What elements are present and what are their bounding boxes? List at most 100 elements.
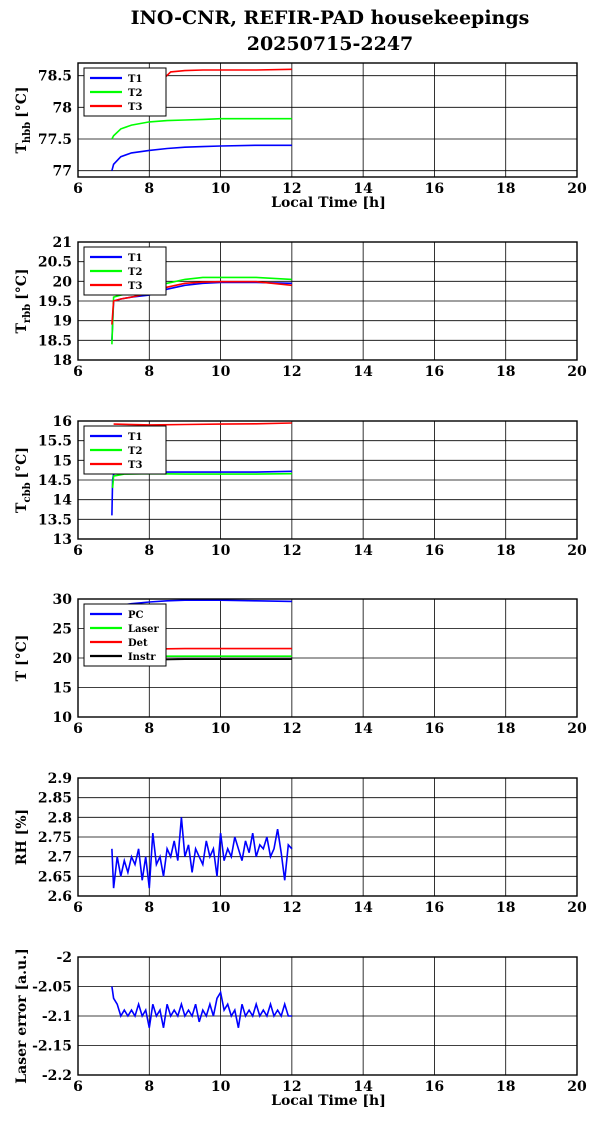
y-tick-label: 2.6	[48, 889, 72, 905]
legend: PC Laser Det Instr	[83, 603, 167, 667]
y-tick-label: 14.5	[38, 473, 72, 489]
x-tick-label: 14	[353, 1079, 373, 1095]
y-tick-label: 2.85	[38, 791, 72, 807]
series-line-data	[111, 986, 292, 1028]
y-tick-label: 13	[53, 532, 72, 548]
y-axis-label-unit: [°C]	[14, 86, 30, 117]
figure-title-line1: INO-CNR, REFIR-PAD housekeepings	[131, 7, 530, 29]
x-tick-label: 20	[567, 721, 587, 737]
legend: T1 T2 T3	[83, 425, 167, 475]
y-tick-label: 20	[53, 651, 73, 667]
plot-frame	[77, 62, 578, 178]
y-tick-label: 19.5	[38, 294, 72, 310]
plot-frame	[77, 420, 578, 540]
y-tick-label: 30	[53, 592, 73, 608]
x-tick-label: 14	[353, 900, 373, 916]
x-axis-label: Local Time [h]	[271, 1093, 386, 1109]
x-tick-label: 16	[425, 1079, 444, 1095]
legend: T1 T2 T3	[83, 67, 167, 117]
panel-2: 6 8 10 12 14 16 18 20 18 18.5 19 19.5 20 20.5 21 Trbb [°…	[14, 235, 587, 380]
x-tick-label: 8	[144, 364, 154, 380]
x-tick-label: 18	[496, 900, 515, 916]
x-tick-label: 6	[73, 900, 83, 916]
legend-label: T3	[128, 460, 142, 471]
panel-5: 6 8 10 12 14 16 18 20 2.6 2.65 2.7 2.75 2.8 2.85 2.9 RH…	[14, 771, 587, 916]
x-axis-label: Local Time [h]	[271, 195, 386, 211]
y-tick-label: 10	[53, 710, 73, 726]
x-tick-label: 6	[73, 181, 83, 197]
x-tick-label: 18	[496, 543, 515, 559]
y-tick-label: -2.15	[32, 1039, 72, 1055]
y-tick-label: -2.05	[32, 980, 72, 996]
y-tick-label: 15.5	[38, 434, 72, 450]
x-tick-label: 16	[425, 900, 444, 916]
x-tick-label: 10	[211, 721, 231, 737]
y-tick-label: 25	[53, 622, 72, 638]
series-line-t1	[111, 144, 292, 171]
x-tick-label: 16	[425, 543, 444, 559]
legend-label: Det	[128, 638, 148, 649]
x-tick-label: 6	[73, 1079, 83, 1095]
x-tick-label: 14	[353, 181, 373, 197]
x-tick-label: 18	[496, 721, 515, 737]
x-tick-label: 8	[144, 543, 154, 559]
y-tick-label: 21	[53, 235, 72, 251]
plot-frame	[77, 598, 578, 718]
plot-frame	[77, 777, 578, 897]
y-axis-label-unit: [°C]	[14, 447, 30, 478]
y-tick-label: 14	[53, 493, 73, 509]
x-tick-label: 8	[144, 181, 154, 197]
legend: T1 T2 T3	[83, 246, 167, 296]
panel-3: 6 8 10 12 14 16 18 20 13 13.5 14 14.5 15 15.5 16 Tcbb [°…	[14, 414, 587, 559]
y-tick-label: 19	[53, 314, 72, 330]
y-tick-label: 20	[53, 274, 73, 290]
legend-label: T2	[128, 88, 142, 99]
y-axis-label-unit: [°C]	[14, 268, 30, 299]
y-tick-label: 77.5	[38, 132, 72, 148]
series-line-t2	[111, 117, 292, 140]
y-axis-label-main: Laser error [a.u.]	[14, 948, 30, 1083]
y-tick-label: 2.9	[48, 771, 72, 787]
y-tick-label: 15	[53, 453, 72, 469]
y-axis-label: RH [%]	[14, 809, 30, 865]
series-line-t3	[145, 68, 292, 80]
y-axis-label-main: T	[14, 502, 30, 513]
panel-6: 6 8 10 12 14 16 18 20 -2.2 -2.15 -2.1 -2.05 -2 Local …	[14, 948, 587, 1109]
y-tick-label: 13.5	[38, 512, 72, 528]
y-tick-label: 2.7	[48, 850, 72, 866]
x-tick-label: 12	[282, 543, 301, 559]
legend-label: T3	[128, 281, 142, 292]
legend-label: Instr	[128, 652, 156, 663]
series-line-t3	[113, 422, 292, 426]
legend-label: PC	[128, 610, 144, 621]
x-tick-label: 10	[211, 364, 231, 380]
y-tick-label: -2.1	[42, 1009, 72, 1025]
y-tick-label: 78	[53, 100, 72, 116]
panel-1: 6 8 10 12 14 16 18 20 77 77.5 78 78.5 Local Time [h]…	[14, 62, 587, 211]
legend-label: T3	[128, 102, 142, 113]
x-tick-label: 20	[567, 364, 587, 380]
x-tick-label: 10	[211, 1079, 231, 1095]
y-tick-label: 18	[53, 353, 72, 369]
legend-box	[83, 67, 167, 117]
x-tick-label: 16	[425, 181, 444, 197]
x-tick-label: 8	[144, 900, 154, 916]
x-tick-label: 16	[425, 364, 444, 380]
y-tick-label: -2	[56, 950, 72, 966]
x-tick-label: 16	[425, 721, 444, 737]
legend-label: Laser	[128, 624, 160, 635]
legend-label: T2	[128, 267, 142, 278]
legend-label: T1	[128, 432, 142, 443]
y-tick-label: -2.2	[42, 1068, 72, 1084]
series-line-pc	[113, 599, 292, 607]
x-tick-label: 8	[144, 1079, 154, 1095]
x-tick-label: 6	[73, 364, 83, 380]
series-line-t3	[111, 280, 292, 325]
y-tick-label: 78.5	[38, 69, 72, 85]
y-axis-label-main: T	[14, 143, 30, 154]
figure-title-line2: 20250715-2247	[247, 33, 414, 55]
y-axis-label: Laser error [a.u.]	[14, 948, 30, 1083]
legend-label: T1	[128, 74, 142, 85]
x-tick-label: 20	[567, 1079, 587, 1095]
y-tick-label: 77	[53, 164, 72, 180]
